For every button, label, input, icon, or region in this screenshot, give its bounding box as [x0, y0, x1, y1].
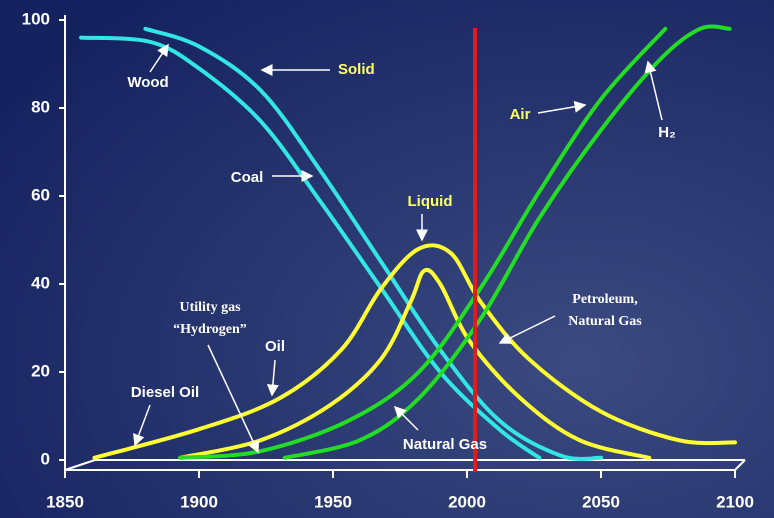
annotation-arrow — [207, 344, 259, 454]
x-tick-label: 1850 — [46, 492, 84, 511]
annotation-arrow — [393, 405, 419, 431]
annotation: Natural Gas — [568, 314, 642, 329]
annotation: Air — [510, 106, 531, 123]
y-tick-label: 80 — [31, 97, 50, 116]
annotation: Solid — [338, 61, 375, 78]
annotation: Liquid — [408, 193, 453, 210]
annotation-arrow — [498, 315, 556, 344]
line-series — [92, 243, 737, 460]
annotation: Wood — [127, 74, 168, 91]
y-tick-label: 40 — [31, 273, 50, 292]
x-tick-label: 1900 — [180, 492, 218, 511]
annotation-arrow — [537, 100, 587, 114]
annotation-arrow — [266, 359, 279, 397]
x-tick-label: 2050 — [582, 492, 620, 511]
annotation-arrow — [133, 404, 151, 447]
x-tick-label: 1950 — [314, 492, 352, 511]
line-series — [143, 26, 603, 461]
y-tick-label: 20 — [31, 361, 50, 380]
annotation: Natural Gas — [403, 436, 487, 453]
y-tick-label: 100 — [22, 9, 50, 28]
line-series — [178, 26, 668, 460]
y-tick-label: 60 — [31, 185, 50, 204]
annotation: Diesel Oil — [131, 384, 199, 401]
annotation: “Hydrogen” — [173, 322, 247, 337]
annotation-arrow — [149, 43, 169, 73]
y-tick-label: 0 — [41, 449, 50, 468]
annotation: Petroleum, — [572, 292, 637, 307]
annotation: Coal — [231, 169, 264, 186]
annotation: Oil — [265, 338, 285, 355]
axes — [64, 15, 746, 471]
annotation: H₂ — [658, 124, 676, 141]
line-series — [282, 24, 732, 460]
x-tick-label: 2000 — [448, 492, 486, 511]
x-tick-label: 2100 — [716, 492, 754, 511]
line-series — [178, 267, 652, 460]
annotation: Utility gas — [179, 300, 241, 315]
annotation-arrow — [644, 60, 663, 121]
